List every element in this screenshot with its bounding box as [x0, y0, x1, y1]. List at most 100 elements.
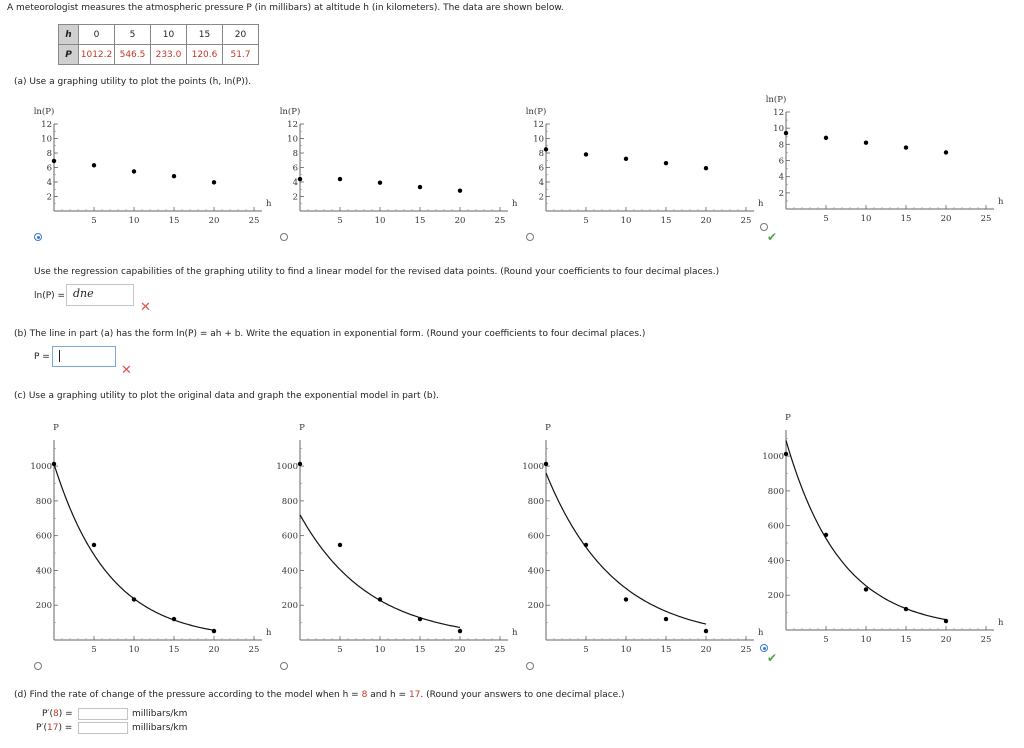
x-tick-label: 5: [337, 216, 342, 226]
regression-prompt: Use the regression capabilities of the g…: [34, 267, 720, 277]
y-tick-label: 6: [779, 157, 784, 167]
y-tick-label: 600: [282, 532, 298, 542]
graph-choice-a-3: 5 10 15 20 25 2 4 6 8 10 12 ln(P) h: [526, 106, 764, 226]
graph-choice-c-4: 5 10 15 20 25 200 400 600 800 1000 Ph: [762, 413, 1004, 645]
data-point: [417, 184, 423, 190]
ln-p-answer-input[interactable]: dne: [66, 284, 134, 306]
derivative-input-1[interactable]: [78, 708, 128, 720]
data-point: [943, 618, 949, 624]
p-answer-input[interactable]: [52, 346, 116, 367]
y-tick-label: 600: [768, 522, 784, 532]
units-label-2: millibars/km: [132, 723, 188, 733]
x-tick-label: 25: [495, 645, 506, 655]
x-tick-label: 25: [981, 635, 992, 645]
data-point: [297, 461, 303, 467]
graph-choice-c-3: 5 10 15 20 25 200 400 600 800 1000 Ph: [522, 423, 764, 655]
x-axis-label: h: [512, 199, 518, 209]
x-tick-label: 15: [415, 216, 426, 226]
y-tick-label: 4: [47, 178, 52, 188]
data-point: [457, 188, 463, 193]
table-cell-p: 1012.2: [78, 44, 115, 65]
x-tick-label: 15: [169, 645, 180, 655]
data-point: [863, 587, 869, 592]
x-tick-label: 20: [701, 216, 712, 226]
graph-choice-radio[interactable]: [34, 233, 42, 241]
table-cell-p: 51.7: [222, 44, 259, 65]
graph-choice-radio[interactable]: [280, 662, 288, 670]
table-cell-p: 233.0: [150, 44, 187, 65]
graph-choice-a-2: 5 10 15 20 25 2 4 6 8 10 12 ln(P) h: [280, 106, 518, 226]
graph-choice-radio[interactable]: [280, 233, 288, 241]
x-tick-label: 15: [415, 645, 426, 655]
x-tick-label: 5: [91, 645, 96, 655]
data-point: [903, 606, 909, 612]
x-axis-label: h: [512, 628, 518, 638]
part-d-prompt-end: . (Round your answers to one decimal pla…: [420, 690, 625, 700]
y-tick-label: 4: [539, 178, 544, 188]
x-tick-label: 15: [169, 216, 180, 226]
x-tick-label: 5: [583, 216, 588, 226]
derivative-input-2[interactable]: [78, 722, 128, 734]
x-tick-label: 15: [661, 645, 672, 655]
y-tick-label: 2: [293, 193, 298, 203]
data-point: [863, 140, 869, 145]
table-header-p: P: [58, 44, 79, 65]
y-tick-label: 6: [47, 164, 52, 174]
ln-p-answer-label: ln(P) =: [34, 291, 66, 301]
part-d-h1: 8: [361, 690, 368, 700]
table-cell-p: 546.5: [114, 44, 151, 65]
data-point: [943, 150, 949, 155]
y-tick-label: 400: [282, 566, 298, 576]
graph-choice-radio[interactable]: [760, 644, 768, 652]
data-point: [297, 176, 303, 182]
part-c-prompt: (c) Use a graphing utility to plot the o…: [14, 391, 439, 401]
y-tick-label: 800: [36, 497, 52, 507]
y-axis-label: ln(P): [34, 106, 55, 117]
graph-choice-c-2: 5 10 15 20 25 200 400 600 800 1000 Ph: [276, 423, 518, 655]
y-tick-label: 200: [36, 601, 52, 611]
y-axis-label: ln(P): [526, 106, 547, 117]
x-tick-label: 5: [91, 216, 96, 226]
x-tick-label: 10: [621, 216, 632, 226]
data-point: [337, 176, 343, 182]
problem-intro: A meteorologist measures the atmospheric…: [7, 3, 564, 13]
graph-choice-radio[interactable]: [34, 662, 42, 670]
data-point: [903, 145, 909, 150]
incorrect-x-icon: ✕: [121, 363, 132, 378]
y-tick-label: 400: [528, 566, 544, 576]
correct-check-icon: ✔: [767, 230, 778, 244]
x-tick-label: 5: [823, 635, 828, 645]
x-tick-label: 10: [129, 216, 140, 226]
x-axis-label: h: [758, 628, 764, 638]
data-point: [583, 152, 589, 157]
graph-choice-a-4: 5 10 15 20 25 2 4 6 8 10 12 ln(P) h: [766, 94, 1004, 224]
part-b-prompt: (b) The line in part (a) has the form ln…: [14, 329, 646, 339]
y-tick-label: 200: [528, 601, 544, 611]
y-tick-label: 600: [528, 532, 544, 542]
y-axis-label: P: [545, 423, 551, 433]
graph-choice-radio[interactable]: [760, 223, 768, 231]
derivative-label-2: P′(17) =: [36, 723, 73, 733]
data-point: [211, 628, 217, 634]
graph-choice-radio[interactable]: [526, 233, 534, 241]
data-point: [663, 160, 669, 166]
graph-choice-radio[interactable]: [526, 662, 534, 670]
y-tick-label: 2: [539, 193, 544, 203]
table-cell-p: 120.6: [186, 44, 223, 65]
y-axis-label: P: [785, 413, 791, 423]
y-tick-label: 10: [533, 135, 544, 145]
derivative-h-1: 8: [52, 709, 59, 719]
data-point: [377, 597, 383, 602]
x-tick-label: 5: [823, 214, 828, 224]
y-tick-label: 8: [779, 140, 784, 150]
y-tick-label: 800: [528, 497, 544, 507]
x-tick-label: 25: [741, 645, 752, 655]
data-table: h 0 5 10 15 20 P 1012.2 546.5 233.0 120.…: [58, 24, 259, 65]
data-point: [51, 158, 57, 164]
y-axis-label: P: [299, 423, 305, 433]
y-tick-label: 800: [768, 487, 784, 497]
model-curve: [785, 440, 947, 621]
table-cell-h: 20: [222, 24, 259, 45]
x-tick-label: 15: [661, 216, 672, 226]
data-point: [91, 163, 97, 168]
